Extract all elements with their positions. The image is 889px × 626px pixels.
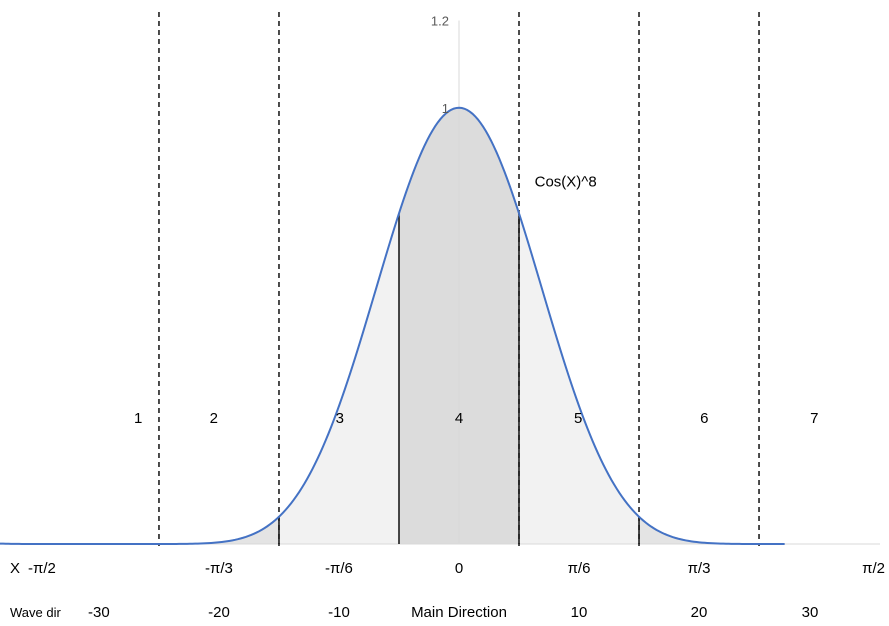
wave-dir-label: 30	[802, 604, 819, 621]
sector-label: 6	[700, 410, 708, 427]
x-tick-label: -π/2	[28, 560, 56, 577]
curve-annotation: Cos(X)^8	[535, 173, 597, 190]
y-tick-label: 1	[442, 101, 449, 116]
wave-dir-label: -30	[88, 604, 110, 621]
wave-dir-row: Wave dir -30 -20 -10 Main Direction 10 20 30	[10, 604, 818, 621]
cos8-curve-line	[0, 106, 785, 545]
x-tick-label: 0	[455, 560, 463, 577]
sector-label: 2	[210, 410, 218, 427]
x-tick-label: π/6	[568, 560, 591, 577]
wave-dir-row-label: Wave dir	[10, 605, 61, 620]
x-tick-row: X -π/2 -π/3 -π/6 0 π/6 π/3 π/2	[10, 560, 885, 577]
shaded-region-2	[278, 213, 399, 544]
wave-dir-label: 10	[571, 604, 588, 621]
wave-dir-label: -10	[328, 604, 350, 621]
sector-label: 3	[336, 410, 344, 427]
x-tick-label: -π/3	[205, 560, 233, 577]
x-row-label: X	[10, 560, 20, 577]
x-tick-label: -π/6	[325, 560, 353, 577]
x-tick-label: π/3	[688, 560, 711, 577]
shaded-region-5	[639, 516, 760, 544]
wave-dir-label: -20	[208, 604, 230, 621]
x-tick-label: π/2	[862, 560, 885, 577]
sector-boundaries	[158, 12, 760, 546]
sector-label: 1	[134, 410, 142, 427]
sector-label: 4	[455, 410, 463, 427]
sector-labels: 1 2 3 4 5 6 7	[134, 410, 818, 427]
sector-label: 7	[810, 410, 818, 427]
y-tick-label: 1.2	[431, 14, 449, 29]
shaded-region-1	[158, 516, 279, 544]
sector-label: 5	[574, 410, 582, 427]
wave-dir-label: Main Direction	[411, 604, 507, 621]
shaded-region-4	[519, 213, 640, 544]
y-tick-labels: 11.2	[431, 14, 449, 116]
wave-dir-label: 20	[691, 604, 708, 621]
